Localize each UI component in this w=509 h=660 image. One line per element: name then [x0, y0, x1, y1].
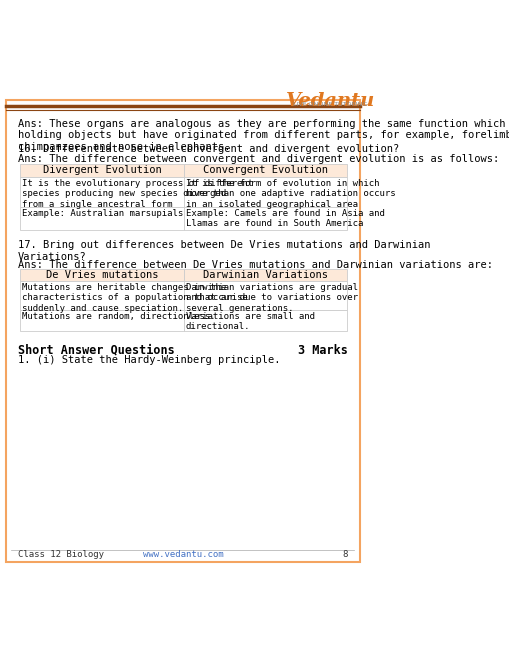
Text: Mutations are heritable changes in the
characteristics of a population that aris: Mutations are heritable changes in the c… — [22, 283, 247, 313]
Text: Darwinian Variations: Darwinian Variations — [203, 270, 327, 280]
Text: Ans: These organs are analogous as they are performing the same function which i: Ans: These organs are analogous as they … — [18, 119, 509, 152]
FancyBboxPatch shape — [6, 100, 359, 562]
FancyBboxPatch shape — [183, 310, 347, 331]
FancyBboxPatch shape — [20, 164, 183, 177]
Text: 16. Differentiate between convergent and divergent evolution?: 16. Differentiate between convergent and… — [18, 145, 399, 154]
Circle shape — [72, 198, 294, 420]
Text: Convergent Evolution: Convergent Evolution — [203, 165, 327, 176]
Text: It is the evolutionary process of different
species producing new species diverg: It is the evolutionary process of differ… — [22, 179, 253, 209]
Text: It is the form of evolution in which
more than one adaptive radiation occurs
in : It is the form of evolution in which mor… — [185, 179, 394, 209]
FancyBboxPatch shape — [183, 269, 347, 280]
FancyBboxPatch shape — [20, 177, 183, 207]
Text: Short Answer Questions: Short Answer Questions — [18, 344, 175, 357]
FancyBboxPatch shape — [20, 207, 183, 230]
FancyBboxPatch shape — [183, 207, 347, 230]
Text: Ans: The difference between convergent and divergent evolution is as follows:: Ans: The difference between convergent a… — [18, 154, 498, 164]
Text: Divergent Evolution: Divergent Evolution — [42, 165, 161, 176]
Text: Ans: The difference between De Vries mutations and Darwinian variations are:: Ans: The difference between De Vries mut… — [18, 260, 492, 270]
FancyBboxPatch shape — [183, 177, 347, 207]
Text: 1. (i) State the Hardy-Weinberg principle.: 1. (i) State the Hardy-Weinberg principl… — [18, 356, 280, 366]
Text: www.vedantu.com: www.vedantu.com — [143, 550, 223, 560]
FancyBboxPatch shape — [20, 269, 183, 280]
Text: Darwinian variations are gradual
and occur due to variations over
several genera: Darwinian variations are gradual and occ… — [185, 283, 357, 313]
Text: Vedantu: Vedantu — [285, 92, 374, 110]
FancyBboxPatch shape — [20, 310, 183, 331]
Text: Example: Camels are found in Asia and
Llamas are found in South America: Example: Camels are found in Asia and Ll… — [185, 209, 384, 228]
Text: Class 12 Biology: Class 12 Biology — [18, 550, 104, 560]
FancyBboxPatch shape — [20, 280, 183, 310]
Text: Mutations are random, directionless.: Mutations are random, directionless. — [22, 312, 215, 321]
Text: V: V — [86, 181, 279, 424]
Text: 3 Marks: 3 Marks — [298, 344, 347, 357]
Text: Variations are small and
directional.: Variations are small and directional. — [185, 312, 314, 331]
FancyBboxPatch shape — [183, 164, 347, 177]
FancyBboxPatch shape — [183, 280, 347, 310]
Text: De Vries mutations: De Vries mutations — [46, 270, 158, 280]
Text: LIVE ONLINE TUTORING: LIVE ONLINE TUTORING — [292, 102, 366, 108]
Text: 8: 8 — [342, 550, 347, 560]
Text: Example: Australian marsupials: Example: Australian marsupials — [22, 209, 183, 218]
Text: 17. Bring out differences between De Vries mutations and Darwinian
Variations?: 17. Bring out differences between De Vri… — [18, 240, 430, 261]
